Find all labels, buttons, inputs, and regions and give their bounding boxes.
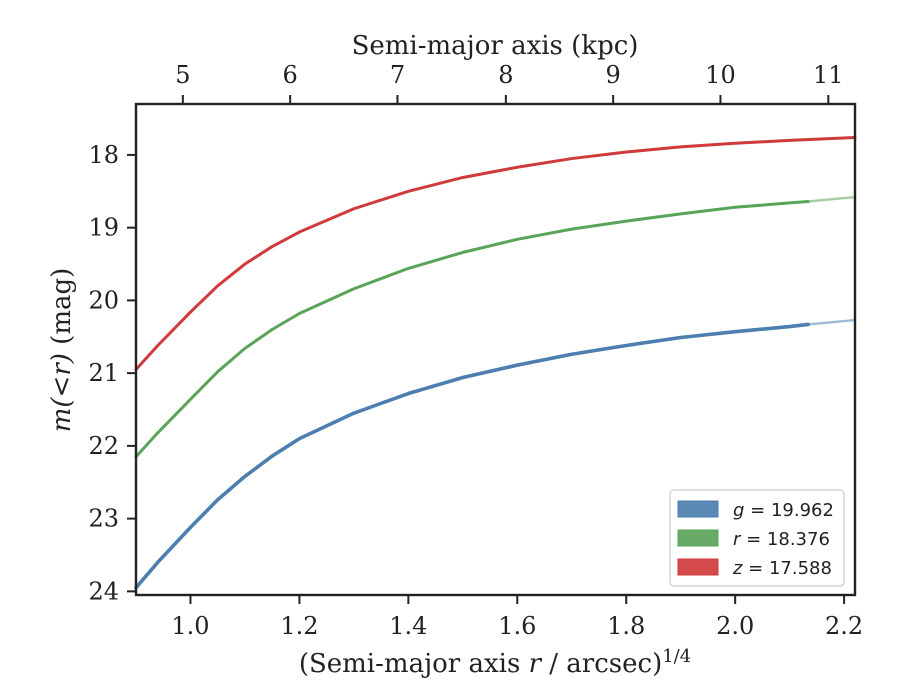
x-axis-title-before: (Semi-major axis [299,649,529,679]
y-tick-label: 21 [88,359,119,387]
legend-label-r: r = 18.376 [733,529,830,550]
x-tick-label: 1.8 [607,612,645,640]
legend-label-g: g = 19.962 [733,500,834,521]
y-tick-label: 22 [88,432,119,460]
top-x-tick-label: 11 [813,61,844,89]
top-x-axis-title: Semi-major axis (kpc) [352,31,639,61]
top-x-tick-label: 6 [283,61,298,89]
legend-swatch-g [677,500,719,518]
top-x-tick-label: 8 [498,61,513,89]
series-layer [134,135,857,590]
axis-ticks: 1.0 1.2 1.4 1.6 1.8 2.0 2.2 18 19 20 21 22 23 24 5 6 7 8 9… [88,61,863,640]
top-x-tick-label: 7 [390,61,405,89]
x-axis-title-variable: r [529,649,543,679]
y-tick-label: 18 [88,141,119,169]
top-x-tick-label: 10 [705,61,736,89]
series-extension-r [806,195,857,203]
y-tick-label: 19 [88,214,119,242]
y-axis-title: m(<r) (mag) [47,268,77,433]
x-axis-title-superscript: 1/4 [662,646,691,667]
legend-label-z: z = 17.588 [732,558,832,579]
x-axis-title: (Semi-major axis r / arcsec)1/4 [299,646,691,679]
legend-swatch-z [677,558,719,576]
x-tick-label: 1.6 [498,612,536,640]
x-tick-label: 2.0 [716,612,754,640]
y-axis-title-math: m(<r) [47,353,77,432]
y-tick-label: 24 [88,577,119,605]
series-line-g [134,322,810,590]
top-x-tick-label: 9 [606,61,621,89]
y-tick-label: 23 [88,505,119,533]
top-x-tick-label: 5 [175,61,190,89]
series-line-r [134,199,810,459]
legend: g = 19.962 r = 18.376 z = 17.588 [669,489,845,587]
x-tick-label: 1.0 [171,612,209,640]
y-axis-title-unit: (mag) [47,268,77,353]
x-axis-title-after: / arcsec) [541,649,662,679]
x-tick-label: 2.2 [825,612,863,640]
plot-frame [134,102,857,597]
x-tick-label: 1.4 [389,612,427,640]
legend-items: g = 19.962 r = 18.376 z = 17.588 [677,500,834,579]
legend-swatch-r [677,529,719,547]
series-line-z [134,135,857,371]
y-tick-label: 20 [88,286,119,314]
x-tick-label: 1.2 [280,612,318,640]
series-extension-g [806,318,857,326]
